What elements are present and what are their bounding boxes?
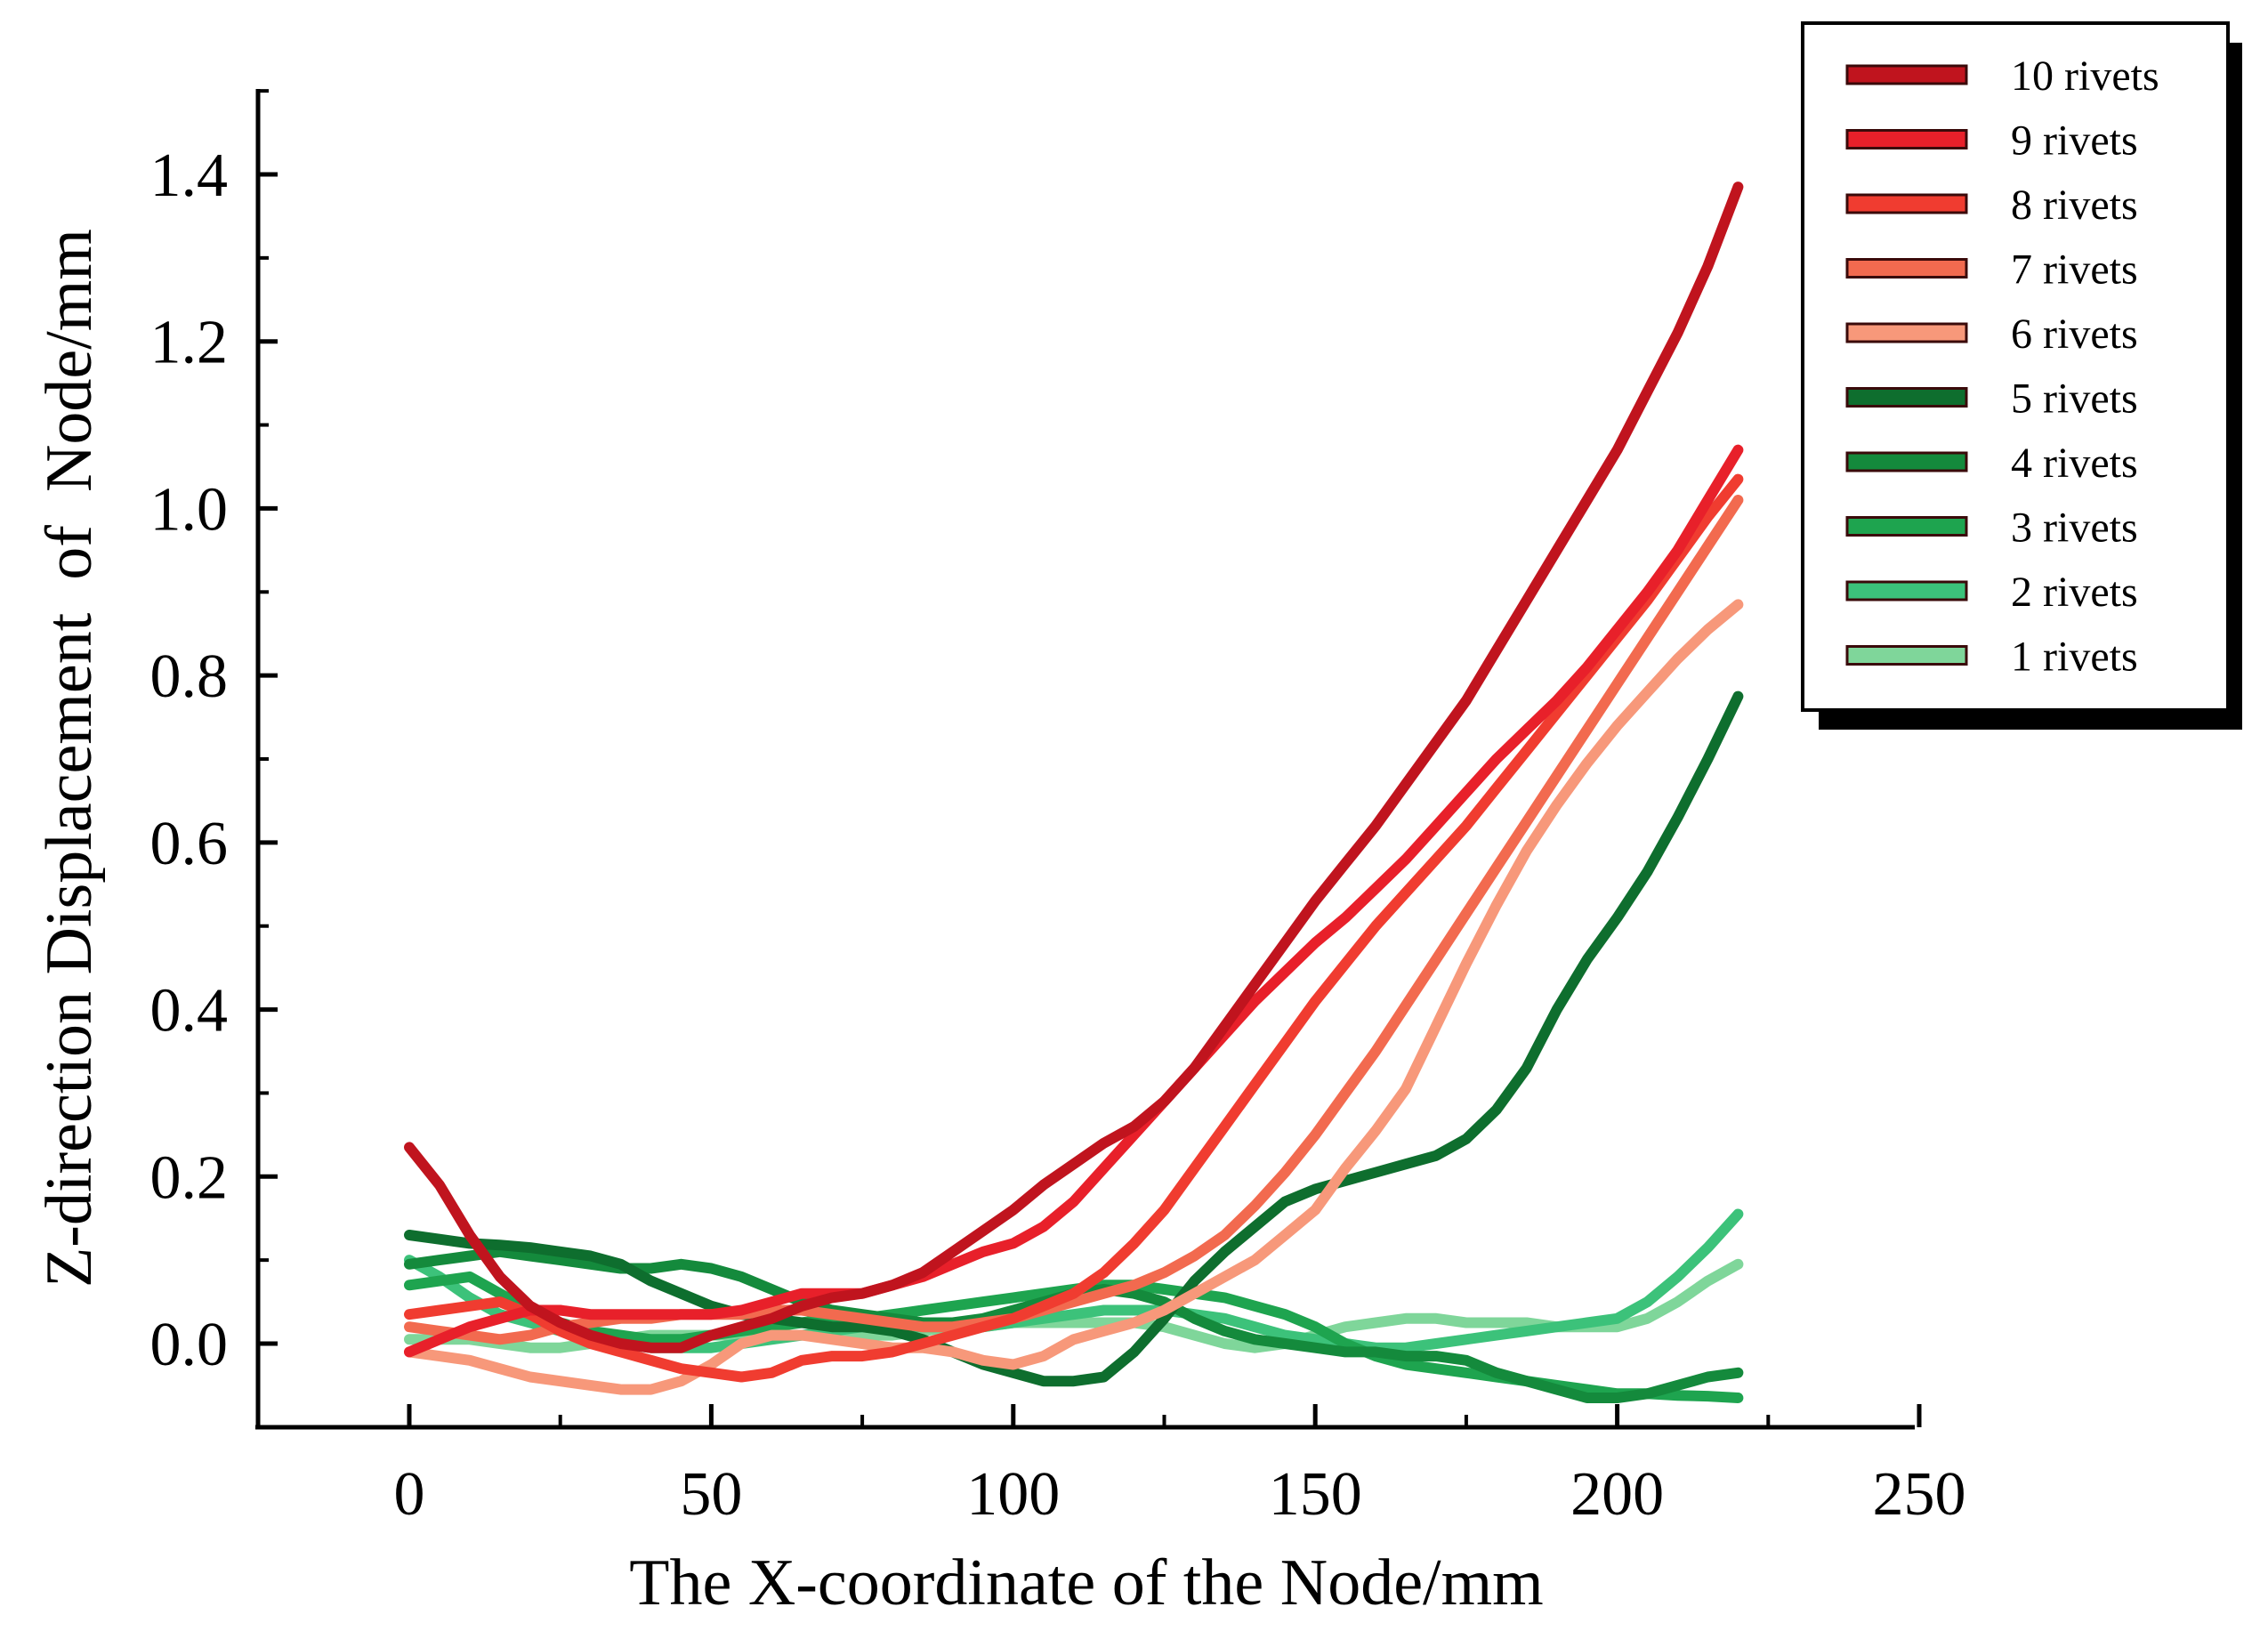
legend-swatch bbox=[1845, 193, 1968, 214]
y-tick-label: 1.0 bbox=[150, 475, 229, 544]
legend-entry: 2 rivets bbox=[1845, 569, 2138, 616]
x-axis-title: The X-coordinate of the Node/mm bbox=[629, 1546, 1543, 1619]
x-tick-label: 150 bbox=[1269, 1460, 1362, 1529]
legend-swatch bbox=[1845, 129, 1968, 149]
legend-swatch bbox=[1845, 322, 1968, 343]
legend-swatch bbox=[1845, 451, 1968, 472]
legend-entry: 7 rivets bbox=[1845, 246, 2138, 294]
legend-label: 5 rivets bbox=[2011, 375, 2138, 423]
legend-entry: 9 rivets bbox=[1845, 117, 2138, 165]
legend-entry: 1 rivets bbox=[1845, 634, 2138, 681]
x-tick-label: 0 bbox=[394, 1460, 425, 1529]
legend-label: 7 rivets bbox=[2011, 246, 2138, 294]
legend-label: 2 rivets bbox=[2011, 569, 2138, 616]
series-line-9-rivets bbox=[404, 444, 1744, 1358]
legend-swatch bbox=[1845, 645, 1968, 666]
legend-entry: 10 rivets bbox=[1845, 52, 2159, 100]
legend-label: 1 rivets bbox=[2011, 634, 2138, 681]
x-tick-label: 250 bbox=[1873, 1460, 1966, 1529]
y-tick-label: 0.0 bbox=[150, 1311, 229, 1379]
legend-swatch bbox=[1845, 580, 1968, 602]
legend: 10 rivets 9 rivets 8 rivets 7 rivets 6 rivet… bbox=[1801, 21, 2242, 730]
y-tick-label: 1.2 bbox=[150, 309, 229, 377]
legend-label: 6 rivets bbox=[2011, 311, 2138, 358]
y-tick-label: 0.8 bbox=[150, 642, 229, 711]
y-tick-label: 1.4 bbox=[150, 141, 229, 210]
legend-entry: 6 rivets bbox=[1845, 311, 2138, 358]
legend-label: 3 rivets bbox=[2011, 505, 2138, 552]
x-tick-label: 50 bbox=[680, 1460, 742, 1529]
legend-swatch bbox=[1845, 64, 1968, 85]
y-axis-title: Z-direction Displacement of Node/mm bbox=[33, 229, 106, 1288]
legend-label: 4 rivets bbox=[2011, 440, 2138, 487]
plot-area bbox=[404, 182, 1744, 1403]
series-line-10-rivets bbox=[404, 182, 1744, 1353]
series-line-5-rivets bbox=[404, 690, 1744, 1387]
ticks bbox=[258, 89, 1922, 1427]
y-tick-label: 0.4 bbox=[150, 977, 229, 1046]
legend-swatch bbox=[1845, 387, 1968, 408]
x-tick-label: 200 bbox=[1570, 1460, 1664, 1529]
legend-label: 9 rivets bbox=[2011, 117, 2138, 165]
series-line-8-rivets bbox=[404, 473, 1744, 1383]
y-tick-label: 0.6 bbox=[150, 810, 229, 878]
legend-items: 10 rivets 9 rivets 8 rivets 7 rivets 6 rivet… bbox=[1845, 52, 2159, 681]
y-tick-label: 0.2 bbox=[150, 1143, 229, 1212]
tick-labels: 0 50 100 150 200 250 0.0 0.2 0.4 0.6 0.8 1.0 1.2 1.4 bbox=[150, 141, 1966, 1529]
legend-entry: 4 rivets bbox=[1845, 440, 2138, 487]
legend-entry: 3 rivets bbox=[1845, 505, 2138, 552]
legend-entry: 5 rivets bbox=[1845, 375, 2138, 423]
legend-label: 8 rivets bbox=[2011, 182, 2138, 229]
legend-entry: 8 rivets bbox=[1845, 182, 2138, 229]
x-tick-label: 100 bbox=[966, 1460, 1060, 1529]
series-line-6-rivets bbox=[404, 599, 1744, 1395]
legend-swatch bbox=[1845, 258, 1968, 279]
legend-label: 10 rivets bbox=[2011, 52, 2159, 100]
legend-swatch bbox=[1845, 516, 1968, 537]
